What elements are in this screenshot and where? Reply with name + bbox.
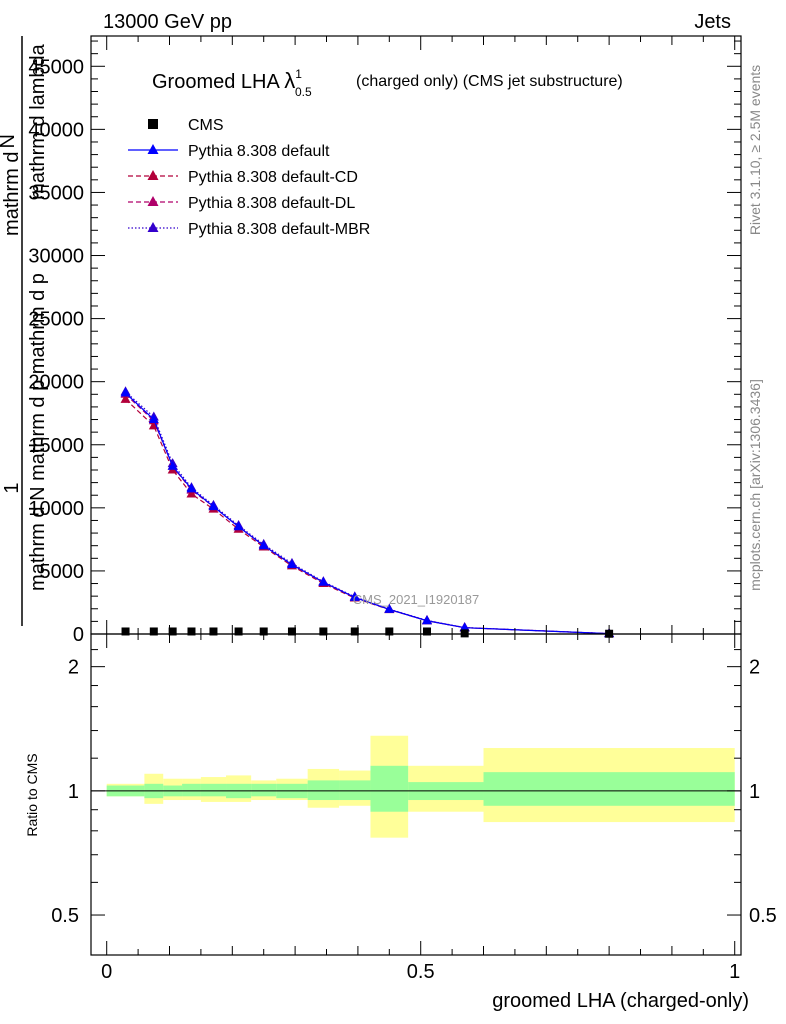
y-tick-label-8: 40000: [28, 119, 84, 141]
ratio-stat-band-10: [370, 765, 409, 812]
x-tick-label-0: 0: [101, 961, 112, 983]
series-1-point-8: [318, 576, 329, 586]
cms-point-9: [350, 627, 359, 636]
ylabel-one: 1: [1, 482, 23, 493]
main-y-axis-label: 1 mathrm d N mathrm d N mathrm d p mathrm…: [0, 36, 49, 626]
series-1-point-10: [384, 603, 395, 613]
y-tick-label-1: 5000: [40, 561, 85, 583]
series-1-point-0: [120, 387, 131, 397]
legend-label-3: Pythia 8.308 default-DL: [188, 195, 355, 212]
cms-point-5: [234, 627, 243, 636]
rivet-version-label: Rivet 3.1.10, ≥ 2.5M events: [747, 65, 763, 235]
ratio-plot-frame: [90, 633, 742, 956]
series-1-point-4: [208, 501, 219, 511]
y-tick-label-4: 20000: [28, 372, 84, 394]
y-tick-label-5: 25000: [28, 309, 84, 331]
cms-point-7: [287, 627, 296, 636]
series-1-point-2: [167, 460, 178, 470]
series-2-point-3: [186, 488, 197, 498]
series-line-1: [125, 392, 610, 635]
energy-label: 13000 GeV pp: [103, 11, 232, 33]
main-plot-series: [120, 386, 615, 638]
y-tick-label-6: 30000: [28, 246, 84, 268]
y-tick-label-7: 35000: [28, 182, 84, 204]
x-axis-label: groomed LHA (charged-only): [492, 990, 749, 1012]
series-1-point-5: [233, 521, 244, 531]
legend-item-1: Pythia 8.308 default: [128, 143, 330, 160]
series-1-point-7: [286, 559, 297, 569]
cms-point-4: [209, 627, 218, 636]
ratio-y-tick-label-left-2: 2: [68, 657, 79, 679]
legend-item-3: Pythia 8.308 default-DL: [128, 195, 355, 212]
series-2-point-0: [120, 393, 131, 403]
mcplots-label: mcplots.cern.ch [arXiv:1306.3436]: [747, 379, 763, 591]
series-1-point-12: [459, 622, 470, 632]
ratio-y-tick-label-left-0: 0.5: [51, 905, 79, 927]
ratio-stat-band-3: [182, 783, 201, 797]
legend-label-2: Pythia 8.308 default-CD: [188, 169, 358, 186]
ylabel-denominator-extra: mathrm d lambda: [27, 43, 49, 199]
ratio-stat-band-8: [307, 780, 340, 801]
cms-point-1: [149, 627, 158, 636]
ratio-y-axis-label: Ratio to CMS: [24, 753, 40, 836]
legend-label-1: Pythia 8.308 default: [188, 143, 330, 160]
plot-title-sup: 1: [295, 67, 302, 81]
y-tick-label-2: 10000: [28, 498, 84, 520]
legend-marker-1: [147, 144, 159, 154]
series-1-point-1: [148, 414, 159, 424]
ylabel-numerator: mathrm d N: [0, 134, 23, 236]
legend-marker-0: [148, 119, 158, 129]
x-tick-label-1: 0.5: [407, 961, 435, 983]
ylabel-num-main: mathrm d: [1, 151, 23, 235]
ratio-y-tick-label-left-1: 1: [68, 781, 79, 803]
legend-marker-2: [147, 170, 159, 180]
plot-title-suffix: (charged only) (CMS jet substructure): [356, 73, 623, 90]
ratio-stat-band-12: [483, 772, 735, 806]
y-tick-label-3: 15000: [28, 435, 84, 457]
ratio-y-tick-label-right-2: 2: [749, 657, 760, 679]
legend-marker-4: [147, 222, 159, 232]
cms-point-11: [422, 627, 431, 636]
plot-title-prefix: Groomed LHA: [152, 71, 284, 93]
series-1-point-6: [258, 540, 269, 550]
cms-point-2: [168, 627, 177, 636]
x-tick-label-2: 1: [729, 961, 740, 983]
ratio-y-tick-label-right-1: 1: [749, 781, 760, 803]
category-label: Jets: [694, 11, 731, 33]
legend-label-4: Pythia 8.308 default-MBR: [188, 221, 370, 238]
y-tick-label-0: 0: [73, 624, 84, 646]
legend: CMS Pythia 8.308 default Pythia 8.308 defa…: [128, 117, 370, 238]
cms-point-12: [460, 629, 469, 638]
legend-item-0: CMS: [148, 117, 224, 134]
analysis-watermark: CMS_2021_I1920187: [353, 592, 480, 607]
ratio-plot-axes: 0.5 0.5 1 1 2 2 0 0.5 1: [51, 633, 777, 983]
ylabel-denominator: mathrm d N mathrm d p mathrm d p: [27, 273, 49, 591]
y-tick-label-9: 45000: [28, 56, 84, 78]
series-1-point-11: [421, 615, 432, 625]
ylabel-num-second: N: [0, 134, 19, 148]
ratio-stat-band-4: [200, 783, 227, 797]
plot-title-lambda: λ: [284, 68, 295, 93]
main-plot-axes: 0 5000 10000 15000 20000 25000 30000 35000 40000…: [28, 35, 742, 646]
legend-label-0: CMS: [188, 117, 224, 134]
ratio-stat-band-9: [339, 780, 371, 801]
plot-title-sub: 0.5: [295, 85, 312, 99]
plot-title: Groomed LHA λ1 0.5: [152, 67, 312, 99]
legend-item-4: Pythia 8.308 default-MBR: [128, 221, 370, 238]
cms-point-0: [121, 627, 130, 636]
ratio-stat-band-6: [251, 783, 277, 797]
series-1-point-3: [186, 483, 197, 493]
ratio-y-tick-label-right-0: 0.5: [749, 905, 777, 927]
legend-marker-3: [147, 196, 159, 206]
series-1-point-9: [349, 591, 360, 601]
cms-point-3: [187, 627, 196, 636]
legend-item-2: Pythia 8.308 default-CD: [128, 169, 358, 186]
cms-point-8: [319, 627, 328, 636]
ratio-plot-bands: [91, 735, 741, 838]
